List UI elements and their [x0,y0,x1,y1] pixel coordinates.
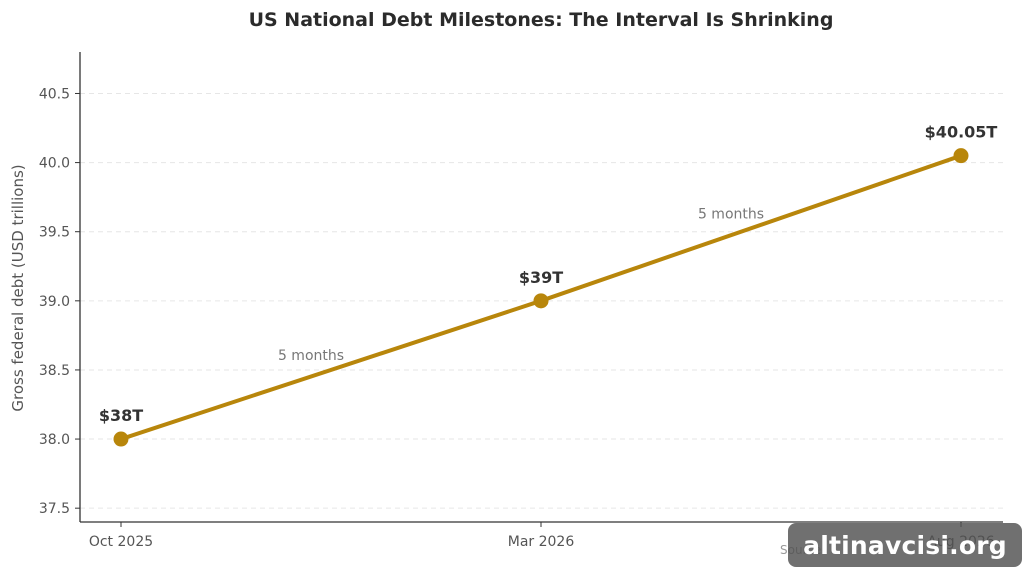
data-points [113,148,969,447]
y-tick-label: 38.5 [39,363,70,379]
grid-lines [80,92,1003,509]
data-point [533,293,549,309]
data-labels: $38T $39T $40.05T [99,123,998,425]
data-label: $40.05T [925,123,998,142]
watermark-badge: altinavcisi.org [788,523,1022,567]
y-tick-label: 40.5 [39,86,70,102]
y-tick-label: 40.0 [39,156,70,172]
y-tick-label: 37.5 [39,501,70,517]
y-tick-label: 38.0 [39,432,70,448]
interval-label: 5 months [278,348,344,364]
data-label: $38T [99,406,143,425]
data-label: $39T [519,268,563,287]
interval-labels: 5 months 5 months [278,206,764,364]
data-point [953,148,969,164]
x-tick-label: Mar 2026 [508,534,575,550]
y-tick-label: 39.0 [39,294,70,310]
y-axis-label: Gross federal debt (USD trillions) [9,164,27,411]
data-point [113,431,129,447]
x-tick-label: Oct 2025 [89,534,153,550]
chart-title: US National Debt Milestones: The Interva… [249,9,834,31]
y-tick-label: 39.5 [39,225,70,241]
y-tick-labels: 37.5 38.0 38.5 39.0 39.5 40.0 40.5 [39,86,80,517]
axes [79,52,1003,523]
interval-label: 5 months [698,206,764,222]
